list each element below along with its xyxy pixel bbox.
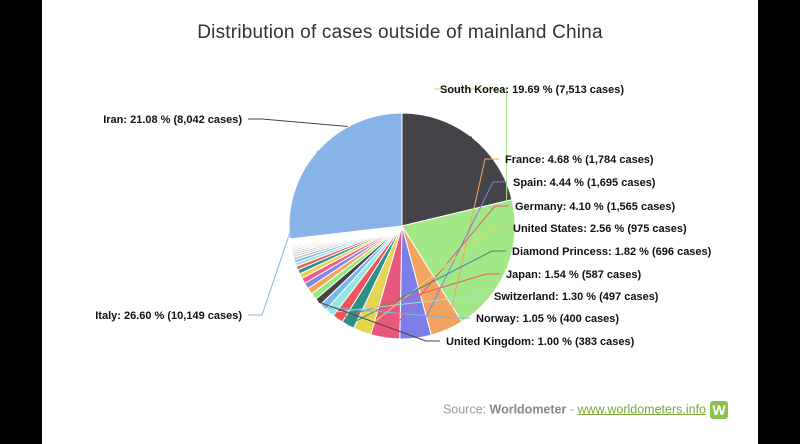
data-label-united-kingdom: United Kingdom: 1.00 % (383 cases): [446, 336, 635, 348]
source-separator: -: [566, 402, 578, 417]
connector-france: [446, 158, 499, 330]
source-link[interactable]: www.worldometers.info: [577, 402, 706, 417]
connector-switzerland: [329, 295, 488, 314]
data-label-germany: Germany: 4.10 % (1,565 cases): [515, 201, 676, 213]
connector-japan: [337, 273, 500, 320]
data-label-norway: Norway: 1.05 % (400 cases): [476, 313, 619, 325]
data-label-japan: Japan: 1.54 % (587 cases): [506, 269, 641, 281]
data-label-spain: Spain: 4.44 % (1,695 cases): [513, 177, 656, 189]
data-label-south-korea: South Korea: 19.69 % (7,513 cases): [440, 84, 624, 96]
data-label-italy: Italy: 26.60 % (10,149 cases): [95, 310, 242, 322]
connector-south-korea: [434, 88, 508, 269]
connector-norway: [323, 306, 470, 319]
data-label-france: France: 4.68 % (1,784 cases): [505, 154, 654, 166]
worldometer-logo-icon: W: [710, 401, 728, 419]
connector-diamond-princess: [347, 250, 506, 326]
connector-spain: [415, 181, 507, 339]
source-credit: Source: Worldometer - www.worldometers.i…: [443, 401, 728, 419]
data-label-switzerland: Switzerland: 1.30 % (497 cases): [494, 291, 659, 303]
chart-title: Distribution of cases outside of mainlan…: [197, 22, 603, 43]
data-label-united-states: United States: 2.56 % (975 cases): [513, 223, 687, 235]
chart-frame: Distribution of cases outside of mainlan…: [42, 0, 758, 444]
connector-united-states: [361, 227, 507, 333]
connector-united-kingdom: [318, 301, 440, 342]
connector-italy: [248, 150, 319, 316]
pie-slice-italy[interactable]: [288, 112, 403, 240]
pie-chart: Iran: 21.08 % (8,042 cases) South Korea: …: [95, 84, 712, 348]
data-label-iran: Iran: 21.08 % (8,042 cases): [103, 114, 242, 126]
source-brand: Worldometer: [489, 402, 567, 417]
data-label-diamond-princess: Diamond Princess: 1.82 % (696 cases): [512, 246, 712, 258]
source-prefix: Source:: [442, 402, 490, 417]
